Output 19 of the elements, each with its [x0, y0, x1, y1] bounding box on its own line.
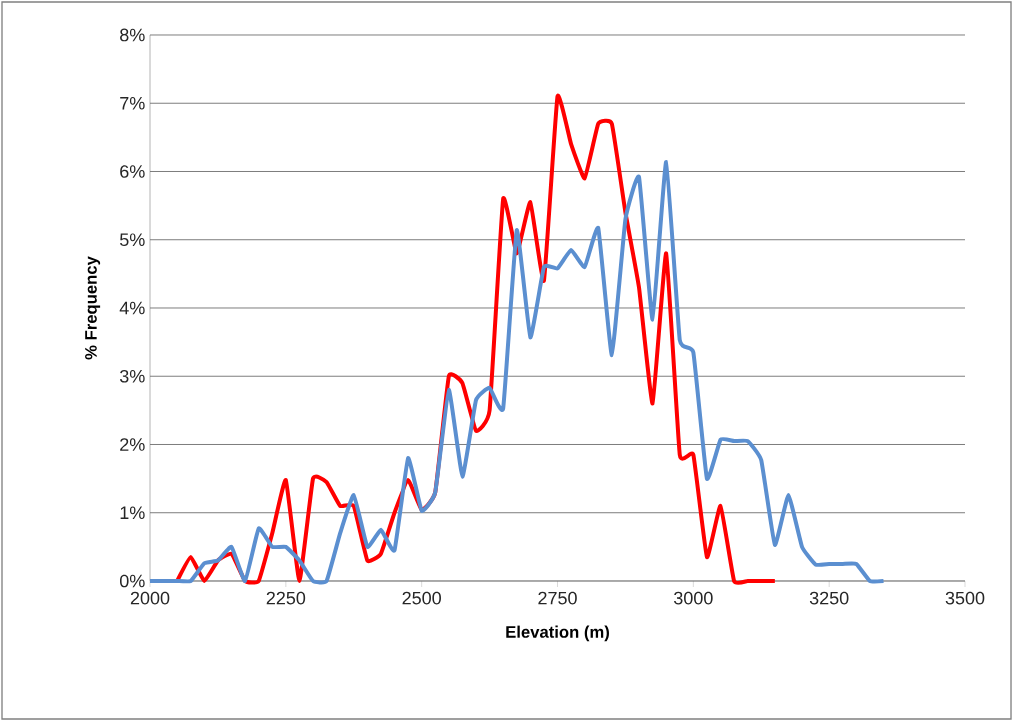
y-tick-label: 3%	[119, 369, 145, 383]
y-tick-label: 5%	[119, 233, 145, 247]
y-tick-label: 8%	[120, 28, 145, 42]
x-tick-label: 3500	[945, 591, 985, 605]
x-tick-label: 3250	[809, 591, 849, 605]
x-tick-label: 2000	[130, 591, 170, 605]
x-tick-label: 2500	[402, 591, 441, 605]
x-tick-label: 2250	[266, 591, 306, 605]
y-tick-label: 2%	[120, 438, 145, 451]
y-tick-label: 7%	[120, 96, 145, 110]
line-series	[148, 159, 886, 584]
y-axis-title: % Frequency	[85, 256, 101, 360]
x-tick-label: 2750	[538, 591, 577, 605]
y-tick-label: 4%	[119, 301, 145, 315]
y-tick-label: 1%	[120, 506, 145, 520]
x-axis-title: Elevation (m)	[506, 625, 609, 642]
y-tick-label: 6%	[120, 165, 145, 178]
x-tick-label: 3000	[674, 591, 713, 605]
y-tick-label: 0%	[119, 574, 145, 588]
